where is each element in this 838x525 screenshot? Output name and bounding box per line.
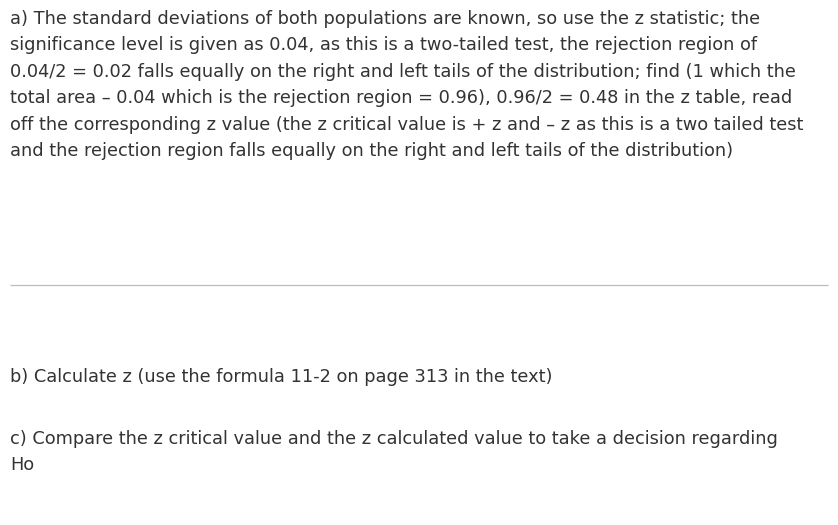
Text: a) The standard deviations of both populations are known, so use the z statistic: a) The standard deviations of both popul… [10,10,804,160]
Text: b) Calculate z (use the formula 11-2 on page 313 in the text): b) Calculate z (use the formula 11-2 on … [10,368,552,386]
Text: c) Compare the z critical value and the z calculated value to take a decision re: c) Compare the z critical value and the … [10,430,778,475]
